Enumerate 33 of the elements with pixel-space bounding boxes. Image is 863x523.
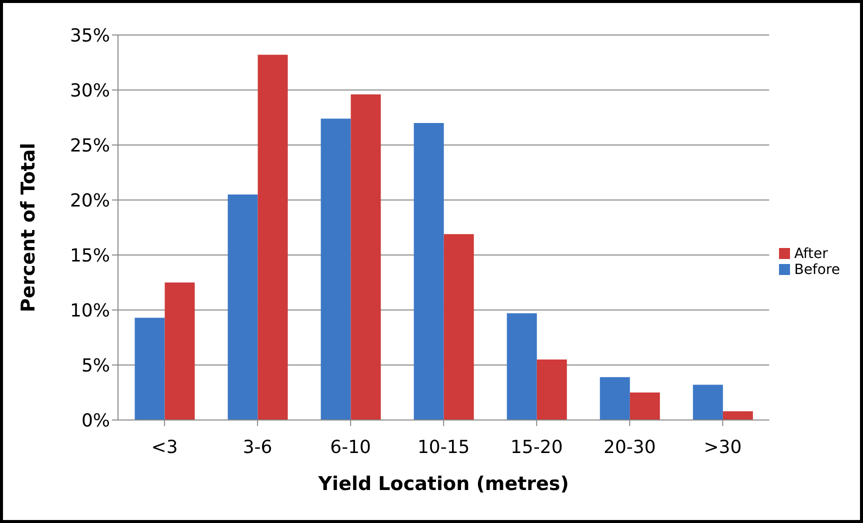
bar — [692, 384, 723, 420]
y-tick-label: 15% — [70, 245, 110, 266]
y-tick-label: 5% — [81, 355, 110, 376]
y-tick-label: 20% — [70, 190, 110, 212]
x-tick-label: 10-15 — [417, 436, 470, 458]
x-tick-label: 20-30 — [604, 436, 656, 458]
y-tick-label: 10% — [70, 300, 110, 322]
bar — [722, 411, 753, 420]
bar — [134, 318, 165, 420]
legend-label: Before — [794, 262, 840, 278]
bar — [350, 94, 381, 420]
x-tick-label: <3 — [151, 436, 178, 458]
x-tick-label: 15-20 — [510, 436, 563, 458]
bar — [258, 54, 288, 420]
x-tick-label: >30 — [704, 436, 742, 458]
bar — [414, 123, 444, 420]
y-tick-label: 25% — [70, 135, 110, 156]
bar — [536, 360, 567, 420]
x-axis-title: Yield Location (metres) — [317, 473, 569, 495]
bar — [228, 194, 258, 420]
bar — [630, 392, 660, 420]
bar — [506, 313, 537, 420]
y-tick-label: 0% — [81, 410, 110, 432]
y-tick-label: 35% — [70, 25, 110, 46]
legend-label: After — [794, 246, 828, 262]
bar — [444, 234, 474, 420]
bar — [164, 282, 195, 420]
y-axis-title: Percent of Total — [18, 142, 40, 312]
x-tick-label: 3-6 — [242, 436, 272, 458]
y-tick-label: 30% — [70, 80, 110, 102]
x-tick-label: 6-10 — [330, 436, 372, 458]
bar — [320, 118, 351, 420]
bar — [600, 377, 630, 420]
